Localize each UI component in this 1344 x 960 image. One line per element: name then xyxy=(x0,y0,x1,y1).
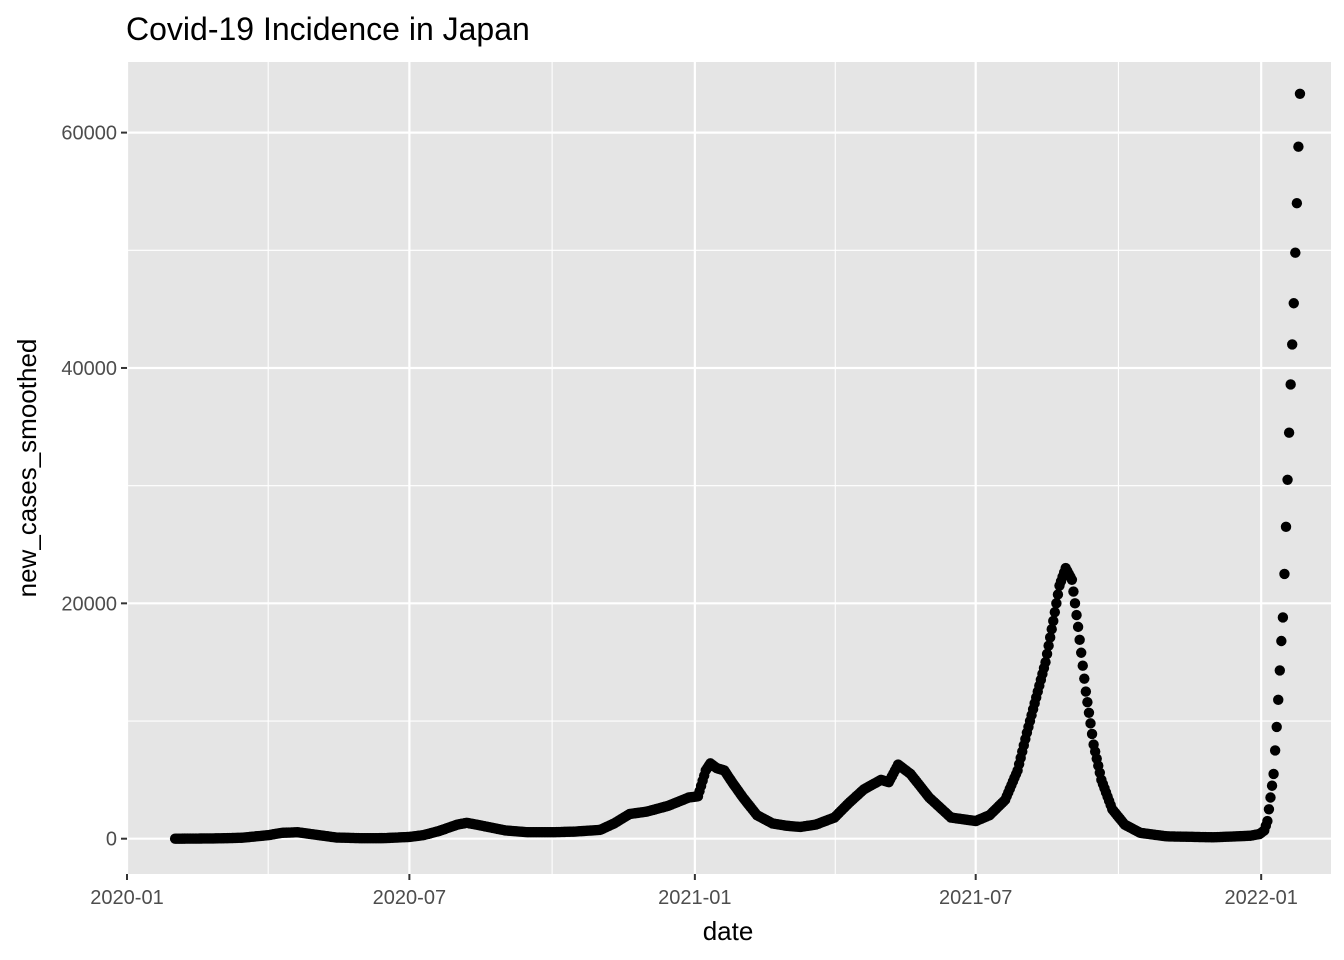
data-point xyxy=(1085,718,1096,729)
data-point xyxy=(1044,632,1056,643)
x-tick-label: 2021-01 xyxy=(658,887,731,909)
x-tick-label: 2020-01 xyxy=(90,887,163,909)
data-point xyxy=(1291,198,1303,209)
x-tick-label: 2020-07 xyxy=(373,887,446,909)
data-point xyxy=(1071,609,1082,621)
grid-minor xyxy=(127,62,1331,874)
data-point xyxy=(1279,568,1290,580)
data-point xyxy=(1276,635,1287,647)
data-point xyxy=(1285,379,1296,390)
x-tick-label: 2022-01 xyxy=(1224,887,1297,909)
data-point xyxy=(1079,673,1090,684)
data-point xyxy=(1051,598,1062,609)
data-point xyxy=(1066,574,1078,585)
data-point xyxy=(1072,621,1084,633)
data-point xyxy=(1069,598,1081,609)
data-point xyxy=(1068,586,1079,597)
data-point xyxy=(1077,660,1088,671)
data-point xyxy=(1086,728,1098,740)
y-axis-title: new_cases_smoothed xyxy=(12,339,42,598)
data-point xyxy=(1277,612,1289,623)
data-point xyxy=(1049,606,1061,618)
data-point xyxy=(1294,88,1306,99)
data-points xyxy=(169,88,1306,844)
data-point xyxy=(1271,721,1282,733)
data-point xyxy=(1262,815,1273,827)
y-tick-label: 40000 xyxy=(61,358,117,380)
data-point xyxy=(1280,521,1292,533)
data-point xyxy=(1040,656,1051,668)
data-point xyxy=(1083,707,1095,718)
data-point xyxy=(1265,792,1276,803)
data-point xyxy=(1048,615,1059,627)
y-axis: 0 20000 40000 60000 xyxy=(61,123,127,851)
x-axis: 2020-01 2020-07 2021-01 2021-07 2022-01 xyxy=(90,874,1298,909)
data-point xyxy=(1266,780,1278,791)
data-point xyxy=(1293,141,1304,152)
data-point xyxy=(1046,624,1057,635)
data-point xyxy=(1287,339,1298,350)
data-point xyxy=(1282,474,1293,485)
data-point xyxy=(1273,694,1284,706)
data-point xyxy=(1043,640,1054,651)
x-tick-label: 2021-07 xyxy=(939,887,1012,909)
chart-title: Covid-19 Incidence in Japan xyxy=(126,11,530,47)
y-tick-label: 20000 xyxy=(61,593,117,615)
data-point xyxy=(1290,247,1301,258)
y-tick-label: 0 xyxy=(106,829,117,851)
grid-major xyxy=(125,62,1331,874)
y-tick-label: 60000 xyxy=(61,123,117,145)
data-point xyxy=(1263,804,1275,815)
data-point xyxy=(1268,768,1279,780)
data-point xyxy=(1082,696,1093,708)
data-point xyxy=(1274,665,1285,676)
data-point xyxy=(1074,634,1085,646)
data-point xyxy=(1052,589,1064,600)
data-point xyxy=(1288,298,1299,309)
x-axis-title: date xyxy=(703,916,754,946)
plot-panel xyxy=(127,62,1331,874)
data-point xyxy=(1041,648,1053,660)
data-point xyxy=(1269,745,1281,756)
data-point xyxy=(1076,647,1087,658)
data-point xyxy=(1283,427,1295,438)
data-point xyxy=(1080,686,1092,697)
